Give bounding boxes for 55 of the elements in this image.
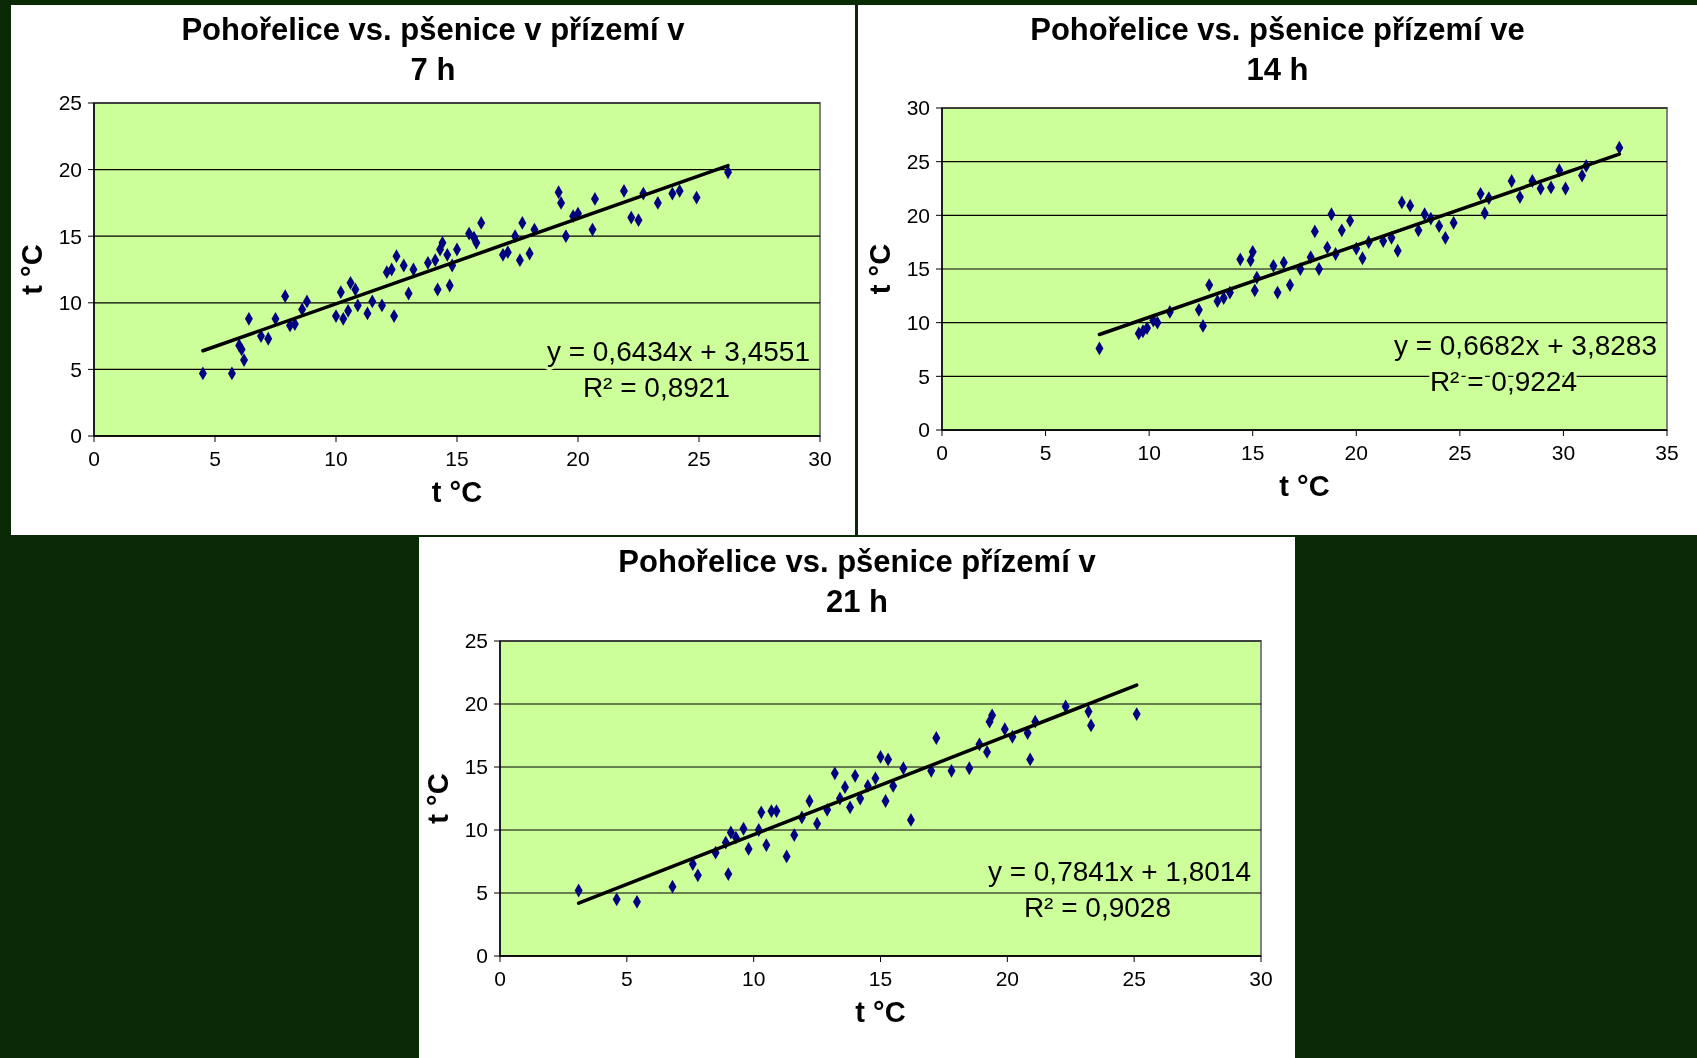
x-tick-label: 30 xyxy=(1249,967,1273,990)
y-tick-label: 5 xyxy=(70,357,82,381)
annotation: y = 0,7841x + 1,8014 xyxy=(987,856,1251,887)
y-tick-label: 5 xyxy=(476,881,488,905)
x-tick-label: 5 xyxy=(209,447,221,470)
x-tick-label: 10 xyxy=(1137,441,1161,464)
y-tick-label: 10 xyxy=(906,311,930,335)
y-tick-label: 15 xyxy=(906,257,930,281)
x-tick-label: 20 xyxy=(1344,441,1368,464)
x-tick-label: 0 xyxy=(88,447,100,470)
annotation: y = 0,6434x + 3,4551 xyxy=(546,336,810,367)
y-tick-label: 5 xyxy=(918,364,930,388)
y-axis-title: t °C xyxy=(16,244,48,295)
y-tick-label: 10 xyxy=(58,291,82,315)
x-tick-label: 10 xyxy=(741,967,766,990)
y-axis-title: t °C xyxy=(864,243,896,295)
y-tick-label: 25 xyxy=(906,150,930,174)
x-tick-label: 0 xyxy=(494,967,506,990)
x-tick-label: 25 xyxy=(1448,441,1472,464)
y-tick-label: 0 xyxy=(918,418,930,442)
x-axis-title: t °C xyxy=(855,996,906,1028)
x-axis-title: t °C xyxy=(431,476,483,508)
y-tick-label: 20 xyxy=(58,157,82,181)
x-tick-label: 15 xyxy=(1241,441,1265,464)
x-tick-label: 25 xyxy=(687,447,711,470)
x-tick-label: 20 xyxy=(566,447,590,470)
x-tick-label: 25 xyxy=(1122,967,1146,990)
y-tick-label: 25 xyxy=(464,629,488,653)
x-tick-label: 5 xyxy=(1039,441,1052,464)
x-tick-label: 20 xyxy=(995,967,1020,990)
y-tick-label: 0 xyxy=(70,424,82,448)
y-tick-label: 25 xyxy=(58,91,82,115)
annotation: R² = 0,9028 xyxy=(1023,892,1171,923)
y-tick-label: 30 xyxy=(906,96,930,120)
annotation: R² = 0,8921 xyxy=(582,372,730,403)
y-tick-label: 20 xyxy=(464,692,488,716)
chart-title: Pohořelice vs. pšenice v přízemí v 7 h xyxy=(181,12,686,87)
chart-title: Pohořelice vs. pšenice přízemí v 21 h xyxy=(618,544,1097,619)
y-tick-label: 20 xyxy=(906,203,930,227)
y-tick-label: 15 xyxy=(464,755,488,779)
y-axis-title: t °C xyxy=(422,773,454,824)
x-tick-label: 10 xyxy=(324,447,348,470)
x-tick-label: 0 xyxy=(936,441,948,464)
x-tick-label: 35 xyxy=(1655,441,1679,464)
y-tick-label: 15 xyxy=(58,224,82,248)
x-tick-label: 30 xyxy=(808,447,832,470)
annotation: y = 0,6682x + 3,8283 xyxy=(1393,330,1657,361)
y-tick-label: 0 xyxy=(476,944,488,968)
x-axis-title: t °C xyxy=(1279,470,1330,502)
x-tick-label: 5 xyxy=(620,967,633,990)
y-tick-label: 10 xyxy=(464,818,488,842)
x-tick-label: 30 xyxy=(1551,441,1576,464)
chart-title: Pohořelice vs. pšenice přízemí ve 14 h xyxy=(1030,12,1525,87)
x-tick-label: 15 xyxy=(868,967,893,990)
x-tick-label: 15 xyxy=(445,447,469,470)
